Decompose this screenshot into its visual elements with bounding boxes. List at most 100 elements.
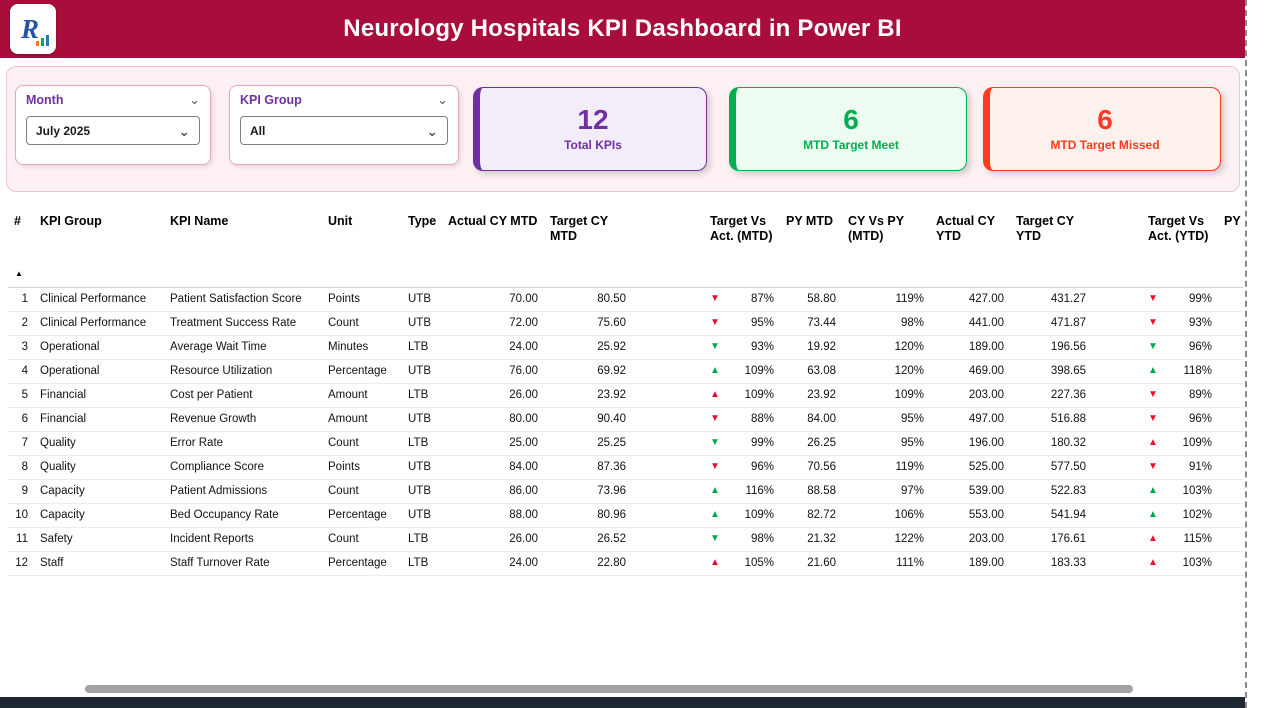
trend-down-icon: ▼ (710, 533, 720, 544)
cell-actual_ytd: 539.00 (930, 479, 1010, 504)
month-dropdown-value: July 2025 (36, 123, 91, 138)
table-row[interactable]: 11 Safety Incident Reports Count LTB 26.00 26.… (8, 527, 1243, 552)
cell-unit: Count (322, 311, 402, 336)
trend-up-icon: ▲ (1148, 509, 1158, 520)
cell-group: Staff (34, 551, 164, 576)
month-dropdown[interactable]: July 2025 ⌄ (26, 116, 200, 145)
cell-tva_mtd: ▼ 93% (704, 335, 780, 360)
cell-tva_mtd: ▼ 96% (704, 455, 780, 480)
cell-type: LTB (402, 527, 442, 552)
cell-type: UTB (402, 287, 442, 312)
column-header-py_mtd[interactable]: PY MTD (780, 205, 842, 288)
cell-py_ytd (1218, 335, 1243, 360)
cell-spacer (1092, 383, 1142, 408)
column-header-cyvpy_mtd[interactable]: CY Vs PY (MTD) (842, 205, 930, 288)
column-header-actual_ytd[interactable]: Actual CY YTD (930, 205, 1010, 288)
cell-py_mtd: 70.56 (780, 455, 842, 480)
cell-unit: Amount (322, 407, 402, 432)
column-header-tva_mtd[interactable]: Target Vs Act. (MTD) (704, 205, 780, 288)
trend-down-icon: ▼ (1148, 461, 1158, 472)
delta-value: 98% (750, 533, 774, 545)
cell-py_mtd: 23.92 (780, 383, 842, 408)
column-spacer (632, 205, 704, 288)
column-header-tva_ytd[interactable]: Target Vs Act. (YTD) (1142, 205, 1218, 288)
cell-group: Operational (34, 359, 164, 384)
column-header-py_ytd[interactable]: PY (1218, 205, 1243, 288)
column-header-target_ytd[interactable]: Target CY YTD (1010, 205, 1092, 288)
cell-target_mtd: 75.60 (544, 311, 632, 336)
cell-num: 1 (8, 287, 34, 312)
filter-panel: Month ⌄ July 2025 ⌄ KPI Group ⌄ All ⌄ 12… (6, 66, 1240, 192)
column-header-actual_mtd[interactable]: Actual CY MTD (442, 205, 544, 288)
cell-cyvpy_mtd: 119% (842, 287, 930, 312)
cell-num: 5 (8, 383, 34, 408)
cell-type: UTB (402, 479, 442, 504)
delta-value: 109% (744, 365, 774, 377)
mtd-target-missed-value: 6 (1097, 104, 1113, 135)
cell-py_mtd: 88.58 (780, 479, 842, 504)
mtd-target-missed-label: MTD Target Missed (1050, 138, 1160, 152)
cell-target_mtd: 80.50 (544, 287, 632, 312)
cell-group: Quality (34, 455, 164, 480)
delta-value: 118% (1183, 365, 1212, 377)
delta-value: 96% (1188, 413, 1212, 425)
trend-up-icon: ▲ (1148, 557, 1158, 568)
cell-type: LTB (402, 431, 442, 456)
logo-mini-bar-chart-icon (36, 35, 49, 46)
cell-tva_mtd: ▼ 87% (704, 287, 780, 312)
table-row[interactable]: 12 Staff Staff Turnover Rate Percentage LTB 2… (8, 551, 1243, 576)
cell-num: 6 (8, 407, 34, 432)
table-row[interactable]: 5 Financial Cost per Patient Amount LTB 26.00… (8, 383, 1243, 408)
column-header-name[interactable]: KPI Name (164, 205, 322, 288)
cell-spacer (1092, 407, 1142, 432)
cell-spacer (632, 431, 704, 456)
cell-actual_mtd: 80.00 (442, 407, 544, 432)
cell-tva_ytd: ▲ 109% (1142, 431, 1218, 456)
table-row[interactable]: 9 Capacity Patient Admissions Count UTB 86.00… (8, 479, 1243, 504)
cell-name: Compliance Score (164, 455, 322, 480)
cell-tva_ytd: ▲ 103% (1142, 479, 1218, 504)
column-header-group[interactable]: KPI Group (34, 205, 164, 288)
trend-down-icon: ▼ (710, 413, 720, 424)
table-row[interactable]: 2 Clinical Performance Treatment Success R… (8, 311, 1243, 336)
column-header-label: Target Vs Act. (MTD) (710, 214, 773, 243)
cell-name: Patient Satisfaction Score (164, 287, 322, 312)
table-row[interactable]: 6 Financial Revenue Growth Amount UTB 80.00 90… (8, 407, 1243, 432)
kpi-group-dropdown-value: All (250, 123, 266, 138)
cell-group: Operational (34, 335, 164, 360)
cell-cyvpy_mtd: 122% (842, 527, 930, 552)
column-header-type[interactable]: Type (402, 205, 442, 288)
trend-down-icon: ▼ (1148, 293, 1158, 304)
cell-target_ytd: 176.61 (1010, 527, 1092, 552)
sort-ascending-icon[interactable]: ▲ (15, 268, 23, 278)
cell-tva_ytd: ▲ 102% (1142, 503, 1218, 528)
table-row[interactable]: 1 Clinical Performance Patient Satisfactio… (8, 287, 1243, 312)
cell-actual_mtd: 84.00 (442, 455, 544, 480)
trend-up-icon: ▲ (1148, 485, 1158, 496)
table-row[interactable]: 10 Capacity Bed Occupancy Rate Percentage UT… (8, 503, 1243, 528)
kpi-table: # ▲ KPI Group KPI Name Unit Type Actual CY MTD… (8, 205, 1243, 576)
chevron-down-icon[interactable]: ⌄ (189, 92, 200, 107)
column-header-label: Target CY MTD (550, 214, 608, 243)
chevron-down-icon[interactable]: ⌄ (437, 92, 448, 107)
delta-value: 96% (1188, 341, 1212, 353)
column-header-label: CY Vs PY (MTD) (848, 214, 904, 243)
table-row[interactable]: 8 Quality Compliance Score Points UTB 84.00 87… (8, 455, 1243, 480)
trend-down-icon: ▼ (1148, 341, 1158, 352)
total-kpis-value: 12 (577, 104, 609, 135)
horizontal-scrollbar[interactable] (85, 685, 1133, 693)
column-header-unit[interactable]: Unit (322, 205, 402, 288)
table-row[interactable]: 7 Quality Error Rate Count LTB 25.00 25.25 ▼ 99%… (8, 431, 1243, 456)
table-row[interactable]: 3 Operational Average Wait Time Minutes LTB 2… (8, 335, 1243, 360)
cell-target_mtd: 23.92 (544, 383, 632, 408)
cell-name: Cost per Patient (164, 383, 322, 408)
column-header-target_mtd[interactable]: Target CY MTD (544, 205, 632, 288)
kpi-group-dropdown[interactable]: All ⌄ (240, 116, 448, 145)
cell-spacer (1092, 479, 1142, 504)
table-row[interactable]: 4 Operational Resource Utilization Percenta… (8, 359, 1243, 384)
cell-tva_mtd: ▲ 105% (704, 551, 780, 576)
cell-py_mtd: 21.60 (780, 551, 842, 576)
column-header-num[interactable]: # ▲ (8, 205, 34, 288)
cell-spacer (632, 287, 704, 312)
delta-value: 109% (1182, 437, 1212, 449)
